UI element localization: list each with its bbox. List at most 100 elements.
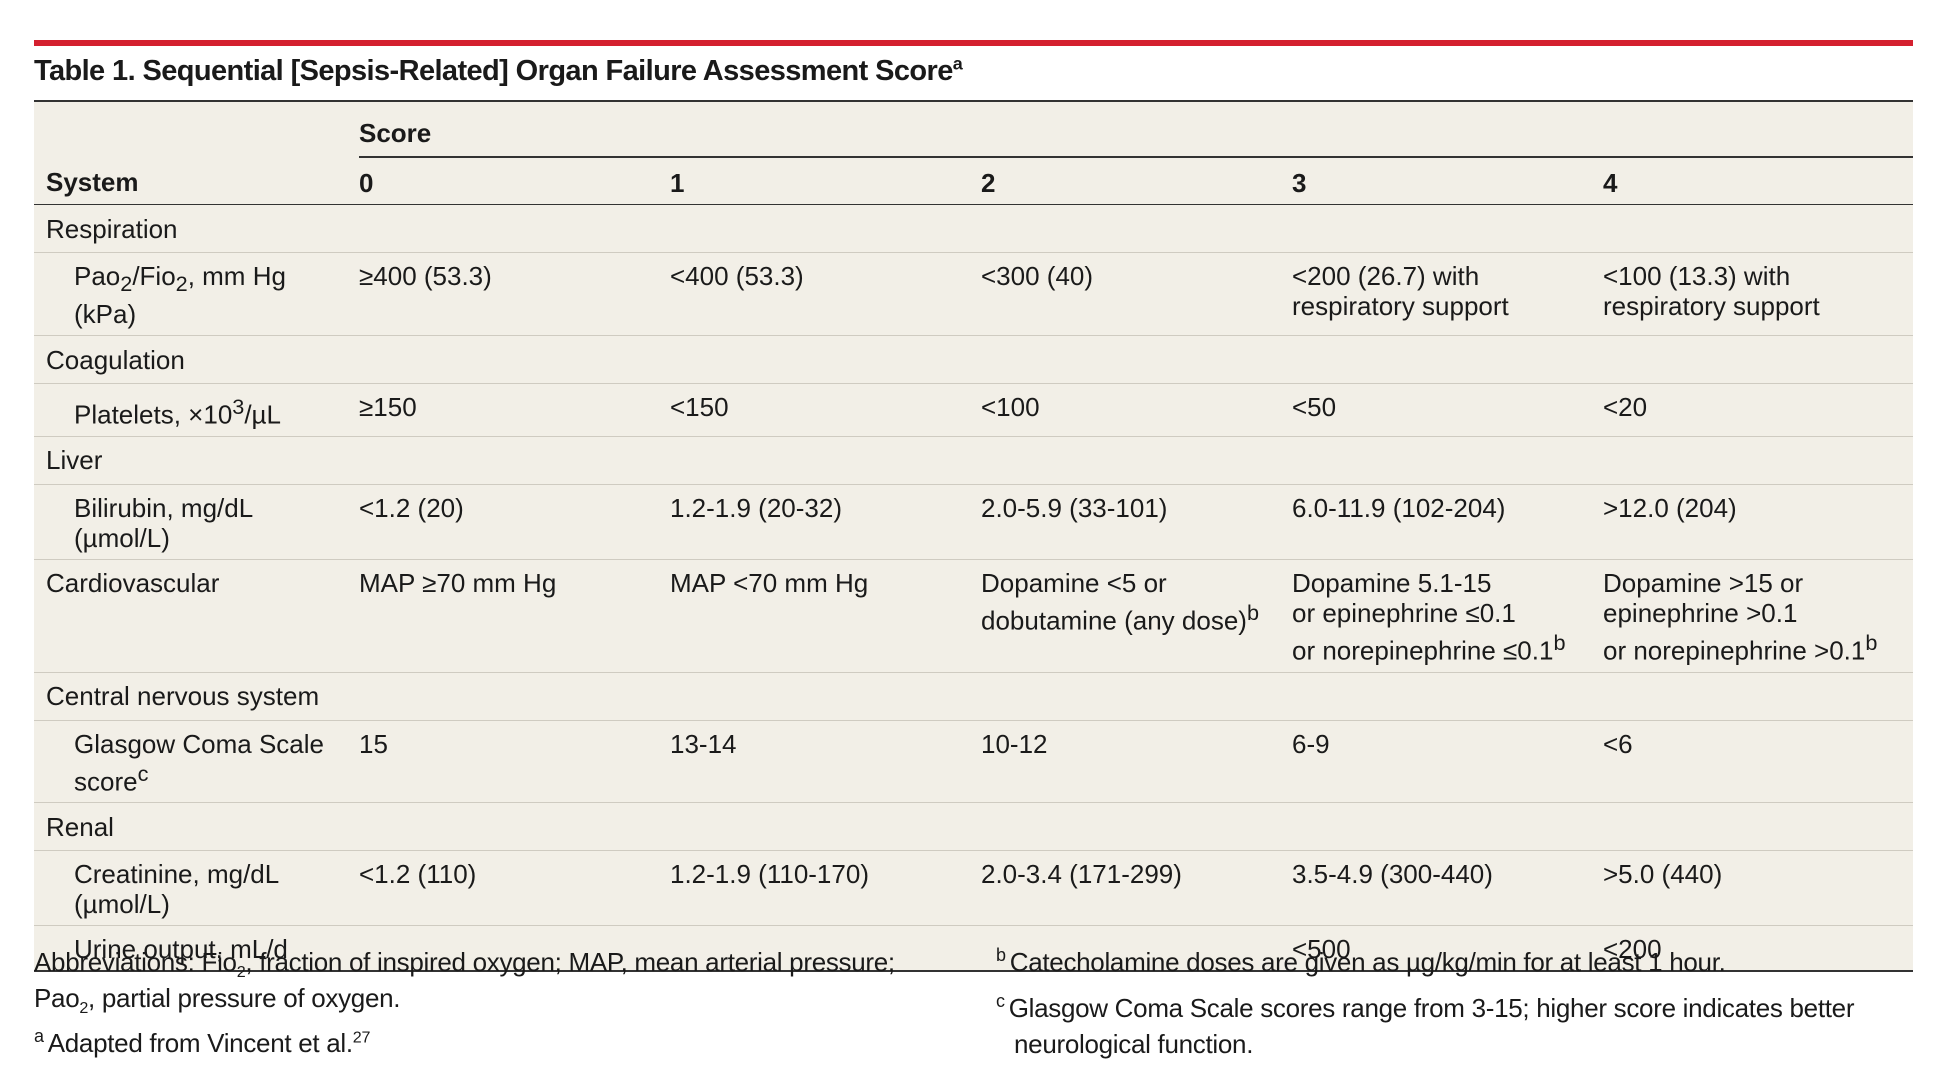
creatinine-label-part: Creatinine, mg/dL (74, 859, 280, 890)
cell-text: ≥400 (53.3) (359, 261, 492, 291)
cell-gcs-score-4: <6 (1603, 720, 1913, 804)
category-renal: Renal (34, 802, 1913, 852)
header-score-1: 1 (670, 157, 981, 205)
platelets-label-part: Platelets, ×10 (74, 399, 233, 430)
table-row-urine-output: Urine output, mL/d <500 <200 (34, 926, 1913, 971)
sofa-table-container: Score System 0 1 2 3 4 Respiration Pao2 /… (34, 100, 1913, 973)
cell-platelets-score-2: <100 (981, 383, 1292, 437)
cell-bilirubin-score-4: >12.0 (204) (1603, 484, 1913, 560)
creatinine-unit: (µmol/L) (74, 889, 170, 920)
footnote-mark-b: b (1865, 629, 1878, 655)
header-score-0: 0 (359, 157, 670, 205)
header-row-score: Score (34, 102, 1913, 158)
cell-text: <300 (40) (981, 261, 1094, 291)
sofa-table: Score System 0 1 2 3 4 Respiration Pao2 /… (34, 102, 1913, 970)
pao2-unit-part: , mm Hg (187, 261, 286, 291)
header-system: System (34, 157, 359, 205)
cell-cardio-score-1: MAP <70 mm Hg (670, 559, 981, 673)
pao2-unit-kpa: (kPa) (74, 299, 137, 330)
cell-text: MAP ≥70 mm Hg (359, 567, 557, 598)
row-label-bilirubin: Bilirubin, mg/dL (µmol/L) (34, 484, 359, 560)
cell-creatinine-score-4: >5.0 (440) (1603, 850, 1913, 927)
footnote-a: a Adapted from Vincent et al.27 (34, 1025, 974, 1061)
cell-text: MAP <70 mm Hg (670, 567, 869, 598)
cell-text: Dopamine 5.1-15 (1292, 567, 1492, 598)
category-cns: Central nervous system (34, 672, 1913, 721)
cell-bilirubin-score-3: 6.0-11.9 (102-204) (1292, 484, 1603, 560)
platelets-unit: /µL (244, 399, 281, 430)
bilirubin-unit: (µmol/L) (74, 522, 170, 553)
footnote-a-ref: 27 (352, 1028, 371, 1047)
cell-text: dobutamine (any dose) (981, 605, 1247, 636)
pao2-label-sub: 2 (120, 271, 133, 297)
footnote-abbreviations: Abbreviations: Fio2, fraction of inspire… (34, 944, 974, 1016)
table-row-gcs: Glasgow Coma Scale scorec 15 13-14 10-12 … (34, 720, 1913, 804)
cell-pao2-score-3: <200 (26.7) with respiratory support (1292, 252, 1603, 337)
cell-gcs-score-3: 6-9 (1292, 720, 1603, 804)
cell-text: <200 (26.7) with (1292, 261, 1480, 291)
row-label-creatinine: Creatinine, mg/dL (µmol/L) (34, 850, 359, 927)
header-score-4: 4 (1603, 157, 1913, 205)
category-respiration: Respiration (34, 204, 1913, 253)
category-liver: Liver (34, 436, 1913, 485)
top-red-rule (34, 40, 1913, 46)
cell-pao2-score-1: <400 (53.3) (670, 252, 981, 337)
cell-cardio-score-3: Dopamine 5.1-15 or epinephrine ≤0.1 or nor… (1292, 559, 1603, 673)
cell-platelets-score-1: <150 (670, 383, 981, 437)
category-row-cns: Central nervous system (34, 672, 1913, 721)
row-label-urine-output: Urine output, mL/d (74, 934, 288, 965)
footnote-mark-b: b (1553, 629, 1566, 655)
cell-gcs-score-1: 13-14 (670, 720, 981, 804)
cell-gcs-score-2: 10-12 (981, 720, 1292, 804)
cell-creatinine-score-1: 1.2-1.9 (110-170) (670, 850, 981, 927)
cell-platelets-score-4: <20 (1603, 383, 1913, 437)
table-row-creatinine: Creatinine, mg/dL (µmol/L) <1.2 (110) 1.2… (34, 850, 1913, 927)
cell-platelets-score-0: ≥150 (359, 383, 670, 437)
table-title: Table 1. Sequential [Sepsis-Related] Org… (34, 52, 1913, 90)
footnote-mark-c: c (137, 760, 149, 786)
gcs-label-score: score (74, 766, 138, 797)
category-coagulation: Coagulation (34, 335, 1913, 385)
table-row-pao2-fio2: Pao2/Fio2, mm Hg (kPa) ≥400 (53.3) <400 (… (34, 252, 1913, 337)
cell-pao2-score-4: <100 (13.3) with respiratory support (1603, 252, 1913, 337)
cell-text: Dopamine >15 or (1603, 567, 1804, 598)
category-row-coagulation: Coagulation (34, 335, 1913, 385)
cell-cardio-score-2: Dopamine <5 or dobutamine (any dose)b (981, 559, 1292, 673)
cell-text: <400 (53.3) (670, 261, 804, 291)
cell-bilirubin-score-1: 1.2-1.9 (20-32) (670, 484, 981, 560)
bilirubin-label-part: Bilirubin, mg/dL (74, 492, 254, 523)
cell-bilirubin-score-0: <1.2 (20) (359, 484, 670, 560)
cell-text: <100 (13.3) with (1603, 261, 1791, 291)
cell-text: respiratory support (1292, 291, 1509, 321)
table-row-cardiovascular: Cardiovascular MAP ≥70 mm Hg MAP <70 mm … (34, 559, 1913, 673)
cell-text: or norepinephrine ≤0.1 (1292, 635, 1554, 666)
footnote-c-mark: c (996, 991, 1005, 1012)
cell-bilirubin-score-2: 2.0-5.9 (33-101) (981, 484, 1292, 560)
footnote-a-mark: a (34, 1026, 44, 1047)
footnote-mark-b: b (1246, 599, 1259, 625)
category-row-renal: Renal (34, 802, 1913, 852)
row-label-platelets: Platelets, ×103/µL (34, 383, 359, 437)
header-score-3: 3 (1292, 157, 1603, 205)
table-title-text: Table 1. Sequential [Sepsis-Related] Org… (34, 55, 953, 87)
abbrev-sub: 2 (79, 999, 89, 1018)
cell-cardio-score-4: Dopamine >15 or epinephrine >0.1 or norepi… (1603, 559, 1913, 673)
cell-platelets-score-3: <50 (1292, 383, 1603, 437)
footnote-c-text: Glasgow Coma Scale scores range from 3-1… (1008, 993, 1855, 1023)
pao2-label-part: Pao (74, 261, 121, 291)
cell-pao2-score-0: ≥400 (53.3) (359, 252, 670, 337)
cell-urine-score-3: <500 (1292, 934, 1351, 965)
table-title-footnote-mark: a (952, 53, 963, 74)
abbrev-text: , partial pressure of oxygen. (88, 983, 401, 1013)
footnote-c: c Glasgow Coma Scale scores range from 3-… (996, 990, 1913, 1062)
header-row-numbers: System 0 1 2 3 4 (34, 157, 1913, 205)
abbrev-text: Pao (34, 983, 80, 1013)
cell-text: Dopamine <5 or (981, 567, 1167, 598)
cell-creatinine-score-3: 3.5-4.9 (300-440) (1292, 850, 1603, 927)
abbrev-text: Abbreviations: Fio (34, 947, 237, 977)
table-row-bilirubin: Bilirubin, mg/dL (µmol/L) <1.2 (20) 1.2-1… (34, 484, 1913, 560)
gcs-label-part: Glasgow Coma Scale (74, 728, 324, 759)
abbrev-sub: 2 (236, 963, 246, 982)
cell-text: respiratory support (1603, 291, 1820, 321)
